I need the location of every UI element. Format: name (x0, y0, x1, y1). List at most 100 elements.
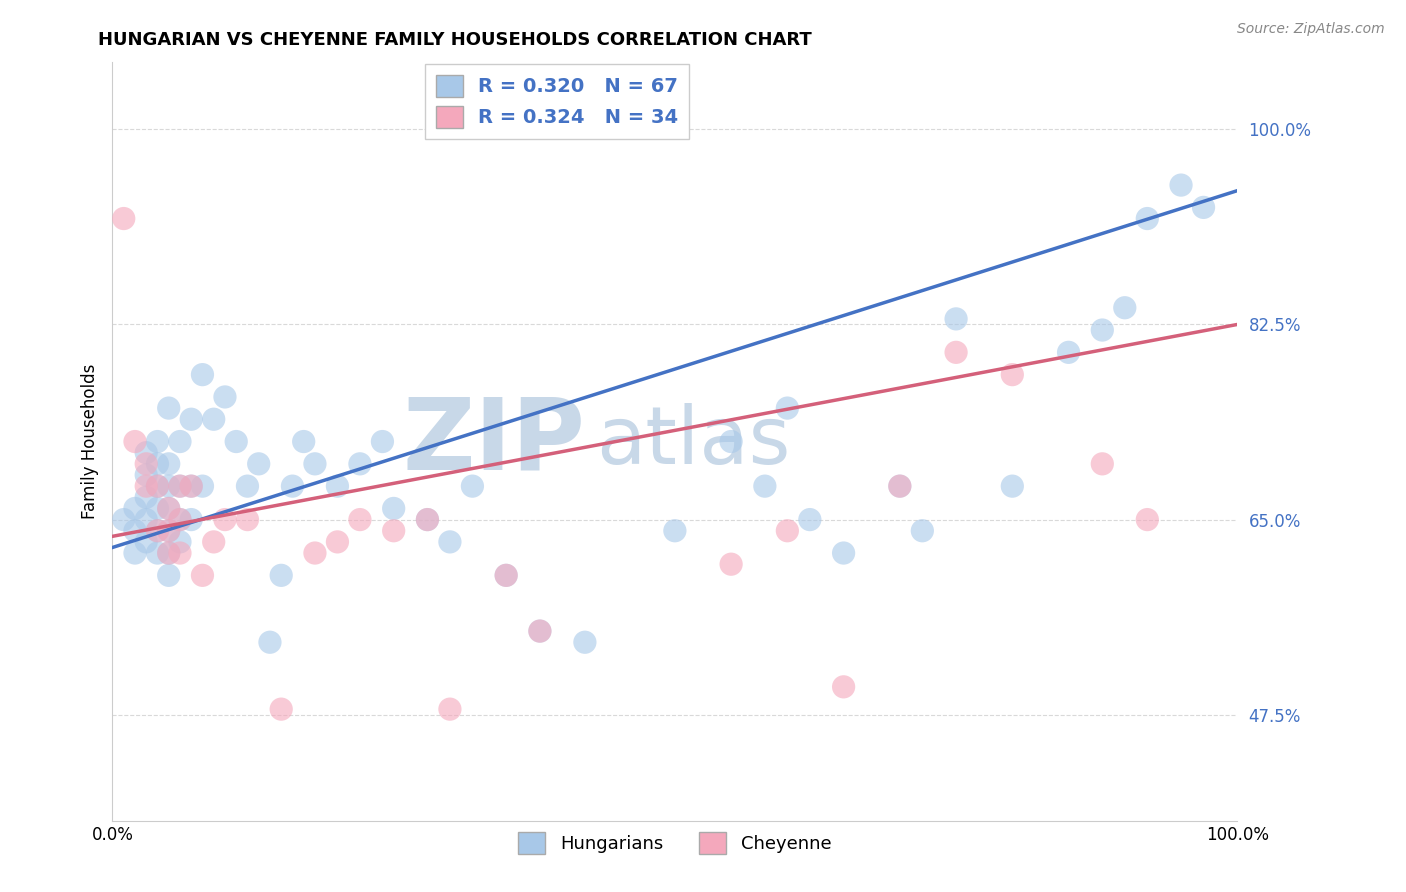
Point (157, 501, 180, 516)
Point (382, 501, 405, 516)
Point (529, 624, 551, 639)
Point (191, 568, 214, 582)
Point (247, 457, 270, 471)
Point (349, 457, 371, 471)
Point (180, 479, 202, 493)
Point (1091, 323, 1114, 337)
Point (124, 501, 146, 516)
Point (112, 513, 135, 527)
Point (529, 624, 551, 639)
Point (1057, 345, 1080, 359)
Point (124, 434, 146, 449)
Point (169, 479, 191, 493)
Point (202, 535, 225, 549)
Point (945, 345, 967, 359)
Point (180, 479, 202, 493)
Point (281, 479, 304, 493)
Legend: Hungarians, Cheyenne: Hungarians, Cheyenne (512, 824, 838, 861)
Point (889, 479, 911, 493)
Point (191, 479, 214, 493)
Point (214, 390, 236, 404)
Point (146, 434, 169, 449)
Point (236, 513, 259, 527)
Point (304, 457, 326, 471)
Point (157, 524, 180, 538)
Point (1192, 201, 1215, 215)
Point (1136, 513, 1159, 527)
Point (135, 446, 157, 460)
Point (169, 434, 191, 449)
Point (146, 479, 169, 493)
Point (416, 513, 439, 527)
Point (270, 702, 292, 716)
Point (720, 557, 742, 572)
Point (439, 535, 461, 549)
Point (1136, 211, 1159, 226)
Point (124, 546, 146, 560)
Point (146, 501, 169, 516)
Point (157, 479, 180, 493)
Point (574, 635, 596, 649)
Point (776, 401, 799, 416)
Text: HUNGARIAN VS CHEYENNE FAMILY HOUSEHOLDS CORRELATION CHART: HUNGARIAN VS CHEYENNE FAMILY HOUSEHOLDS … (98, 31, 813, 49)
Point (146, 524, 169, 538)
Point (799, 513, 821, 527)
Point (157, 401, 180, 416)
Point (495, 568, 517, 582)
Point (146, 546, 169, 560)
Point (157, 546, 180, 560)
Point (157, 568, 180, 582)
Point (135, 457, 157, 471)
Point (1170, 178, 1192, 193)
Point (169, 546, 191, 560)
Point (157, 546, 180, 560)
Point (776, 524, 799, 538)
Point (371, 434, 394, 449)
Point (180, 513, 202, 527)
Point (191, 368, 214, 382)
Point (1091, 457, 1114, 471)
Point (135, 535, 157, 549)
Point (889, 479, 911, 493)
Point (664, 524, 686, 538)
Point (945, 312, 967, 326)
Point (180, 412, 202, 426)
Point (461, 479, 484, 493)
Point (1001, 479, 1024, 493)
Point (169, 479, 191, 493)
Point (157, 501, 180, 516)
Point (146, 457, 169, 471)
Point (124, 524, 146, 538)
Point (292, 434, 315, 449)
Point (146, 479, 169, 493)
Point (214, 513, 236, 527)
Point (304, 546, 326, 560)
Point (349, 513, 371, 527)
Point (1114, 301, 1136, 315)
Point (382, 524, 405, 538)
Point (326, 535, 349, 549)
Point (157, 524, 180, 538)
Y-axis label: Family Households: Family Households (80, 364, 98, 519)
Point (135, 479, 157, 493)
Point (135, 513, 157, 527)
Point (439, 702, 461, 716)
Point (1001, 368, 1024, 382)
Point (911, 524, 934, 538)
Point (135, 468, 157, 483)
Text: ZIP: ZIP (402, 393, 585, 490)
Text: Source: ZipAtlas.com: Source: ZipAtlas.com (1237, 22, 1385, 37)
Point (112, 211, 135, 226)
Point (832, 680, 855, 694)
Point (259, 635, 281, 649)
Point (270, 568, 292, 582)
Point (416, 513, 439, 527)
Text: atlas: atlas (596, 402, 790, 481)
Point (326, 479, 349, 493)
Point (236, 479, 259, 493)
Point (202, 412, 225, 426)
Point (225, 434, 247, 449)
Point (169, 513, 191, 527)
Point (146, 524, 169, 538)
Point (495, 568, 517, 582)
